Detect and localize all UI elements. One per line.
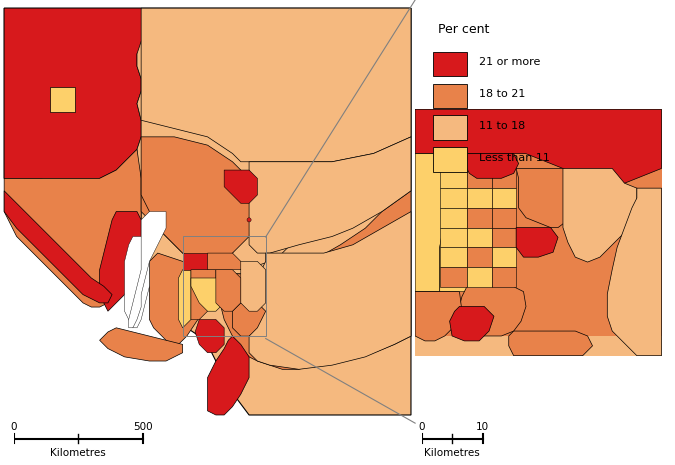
- Text: Kilometres: Kilometres: [425, 448, 480, 458]
- Bar: [440, 168, 467, 188]
- Polygon shape: [415, 153, 447, 292]
- Bar: [440, 247, 467, 267]
- Bar: [440, 188, 467, 208]
- Bar: [440, 267, 467, 287]
- Bar: [467, 227, 491, 247]
- FancyBboxPatch shape: [433, 84, 467, 108]
- Bar: [491, 188, 516, 208]
- Bar: [491, 267, 516, 287]
- Polygon shape: [415, 109, 662, 183]
- Text: 18 to 21: 18 to 21: [479, 89, 526, 99]
- Bar: [440, 208, 467, 227]
- Bar: [467, 208, 491, 227]
- Polygon shape: [4, 149, 149, 307]
- FancyBboxPatch shape: [433, 115, 467, 140]
- Polygon shape: [100, 328, 183, 361]
- Polygon shape: [415, 292, 462, 341]
- Polygon shape: [208, 253, 241, 270]
- Polygon shape: [4, 8, 411, 415]
- Text: Kilometres: Kilometres: [51, 448, 106, 458]
- Polygon shape: [183, 253, 208, 270]
- Polygon shape: [509, 331, 593, 356]
- Polygon shape: [50, 87, 75, 112]
- Bar: [491, 247, 516, 267]
- Bar: [467, 247, 491, 267]
- Polygon shape: [232, 303, 266, 336]
- Polygon shape: [100, 212, 141, 311]
- Polygon shape: [129, 212, 166, 328]
- Polygon shape: [563, 168, 637, 262]
- Polygon shape: [216, 191, 411, 369]
- Text: Less than 11: Less than 11: [479, 153, 550, 163]
- Polygon shape: [516, 168, 575, 227]
- Polygon shape: [249, 212, 411, 369]
- Bar: [467, 267, 491, 287]
- Text: 0: 0: [10, 422, 17, 432]
- Polygon shape: [440, 153, 518, 178]
- Bar: [467, 168, 491, 188]
- Text: 10: 10: [476, 422, 489, 432]
- Polygon shape: [4, 191, 112, 303]
- Text: Per cent: Per cent: [438, 23, 489, 36]
- Polygon shape: [232, 261, 266, 311]
- Bar: [183, 237, 266, 336]
- Polygon shape: [141, 137, 257, 261]
- FancyBboxPatch shape: [433, 147, 467, 172]
- Text: 0: 0: [418, 422, 425, 432]
- Bar: [415, 336, 662, 356]
- Polygon shape: [137, 8, 411, 282]
- Text: 11 to 18: 11 to 18: [479, 121, 526, 131]
- FancyBboxPatch shape: [433, 52, 467, 76]
- Bar: [440, 227, 467, 247]
- Text: 500: 500: [133, 422, 153, 432]
- Polygon shape: [440, 159, 472, 292]
- Bar: [491, 168, 516, 188]
- Polygon shape: [216, 270, 241, 311]
- Polygon shape: [249, 137, 411, 253]
- Polygon shape: [608, 188, 662, 356]
- Circle shape: [247, 218, 251, 222]
- Polygon shape: [191, 270, 216, 319]
- Polygon shape: [450, 306, 494, 341]
- Polygon shape: [460, 287, 526, 336]
- Bar: [491, 227, 516, 247]
- Polygon shape: [208, 336, 249, 415]
- Polygon shape: [124, 237, 149, 328]
- Bar: [467, 188, 491, 208]
- Polygon shape: [141, 8, 411, 162]
- Polygon shape: [191, 278, 224, 311]
- Polygon shape: [178, 270, 191, 328]
- Bar: [491, 208, 516, 227]
- Text: 21 or more: 21 or more: [479, 57, 541, 67]
- Polygon shape: [4, 8, 154, 179]
- Polygon shape: [149, 253, 208, 345]
- Polygon shape: [141, 170, 241, 261]
- Polygon shape: [224, 170, 257, 203]
- Polygon shape: [516, 227, 558, 257]
- Polygon shape: [195, 319, 224, 353]
